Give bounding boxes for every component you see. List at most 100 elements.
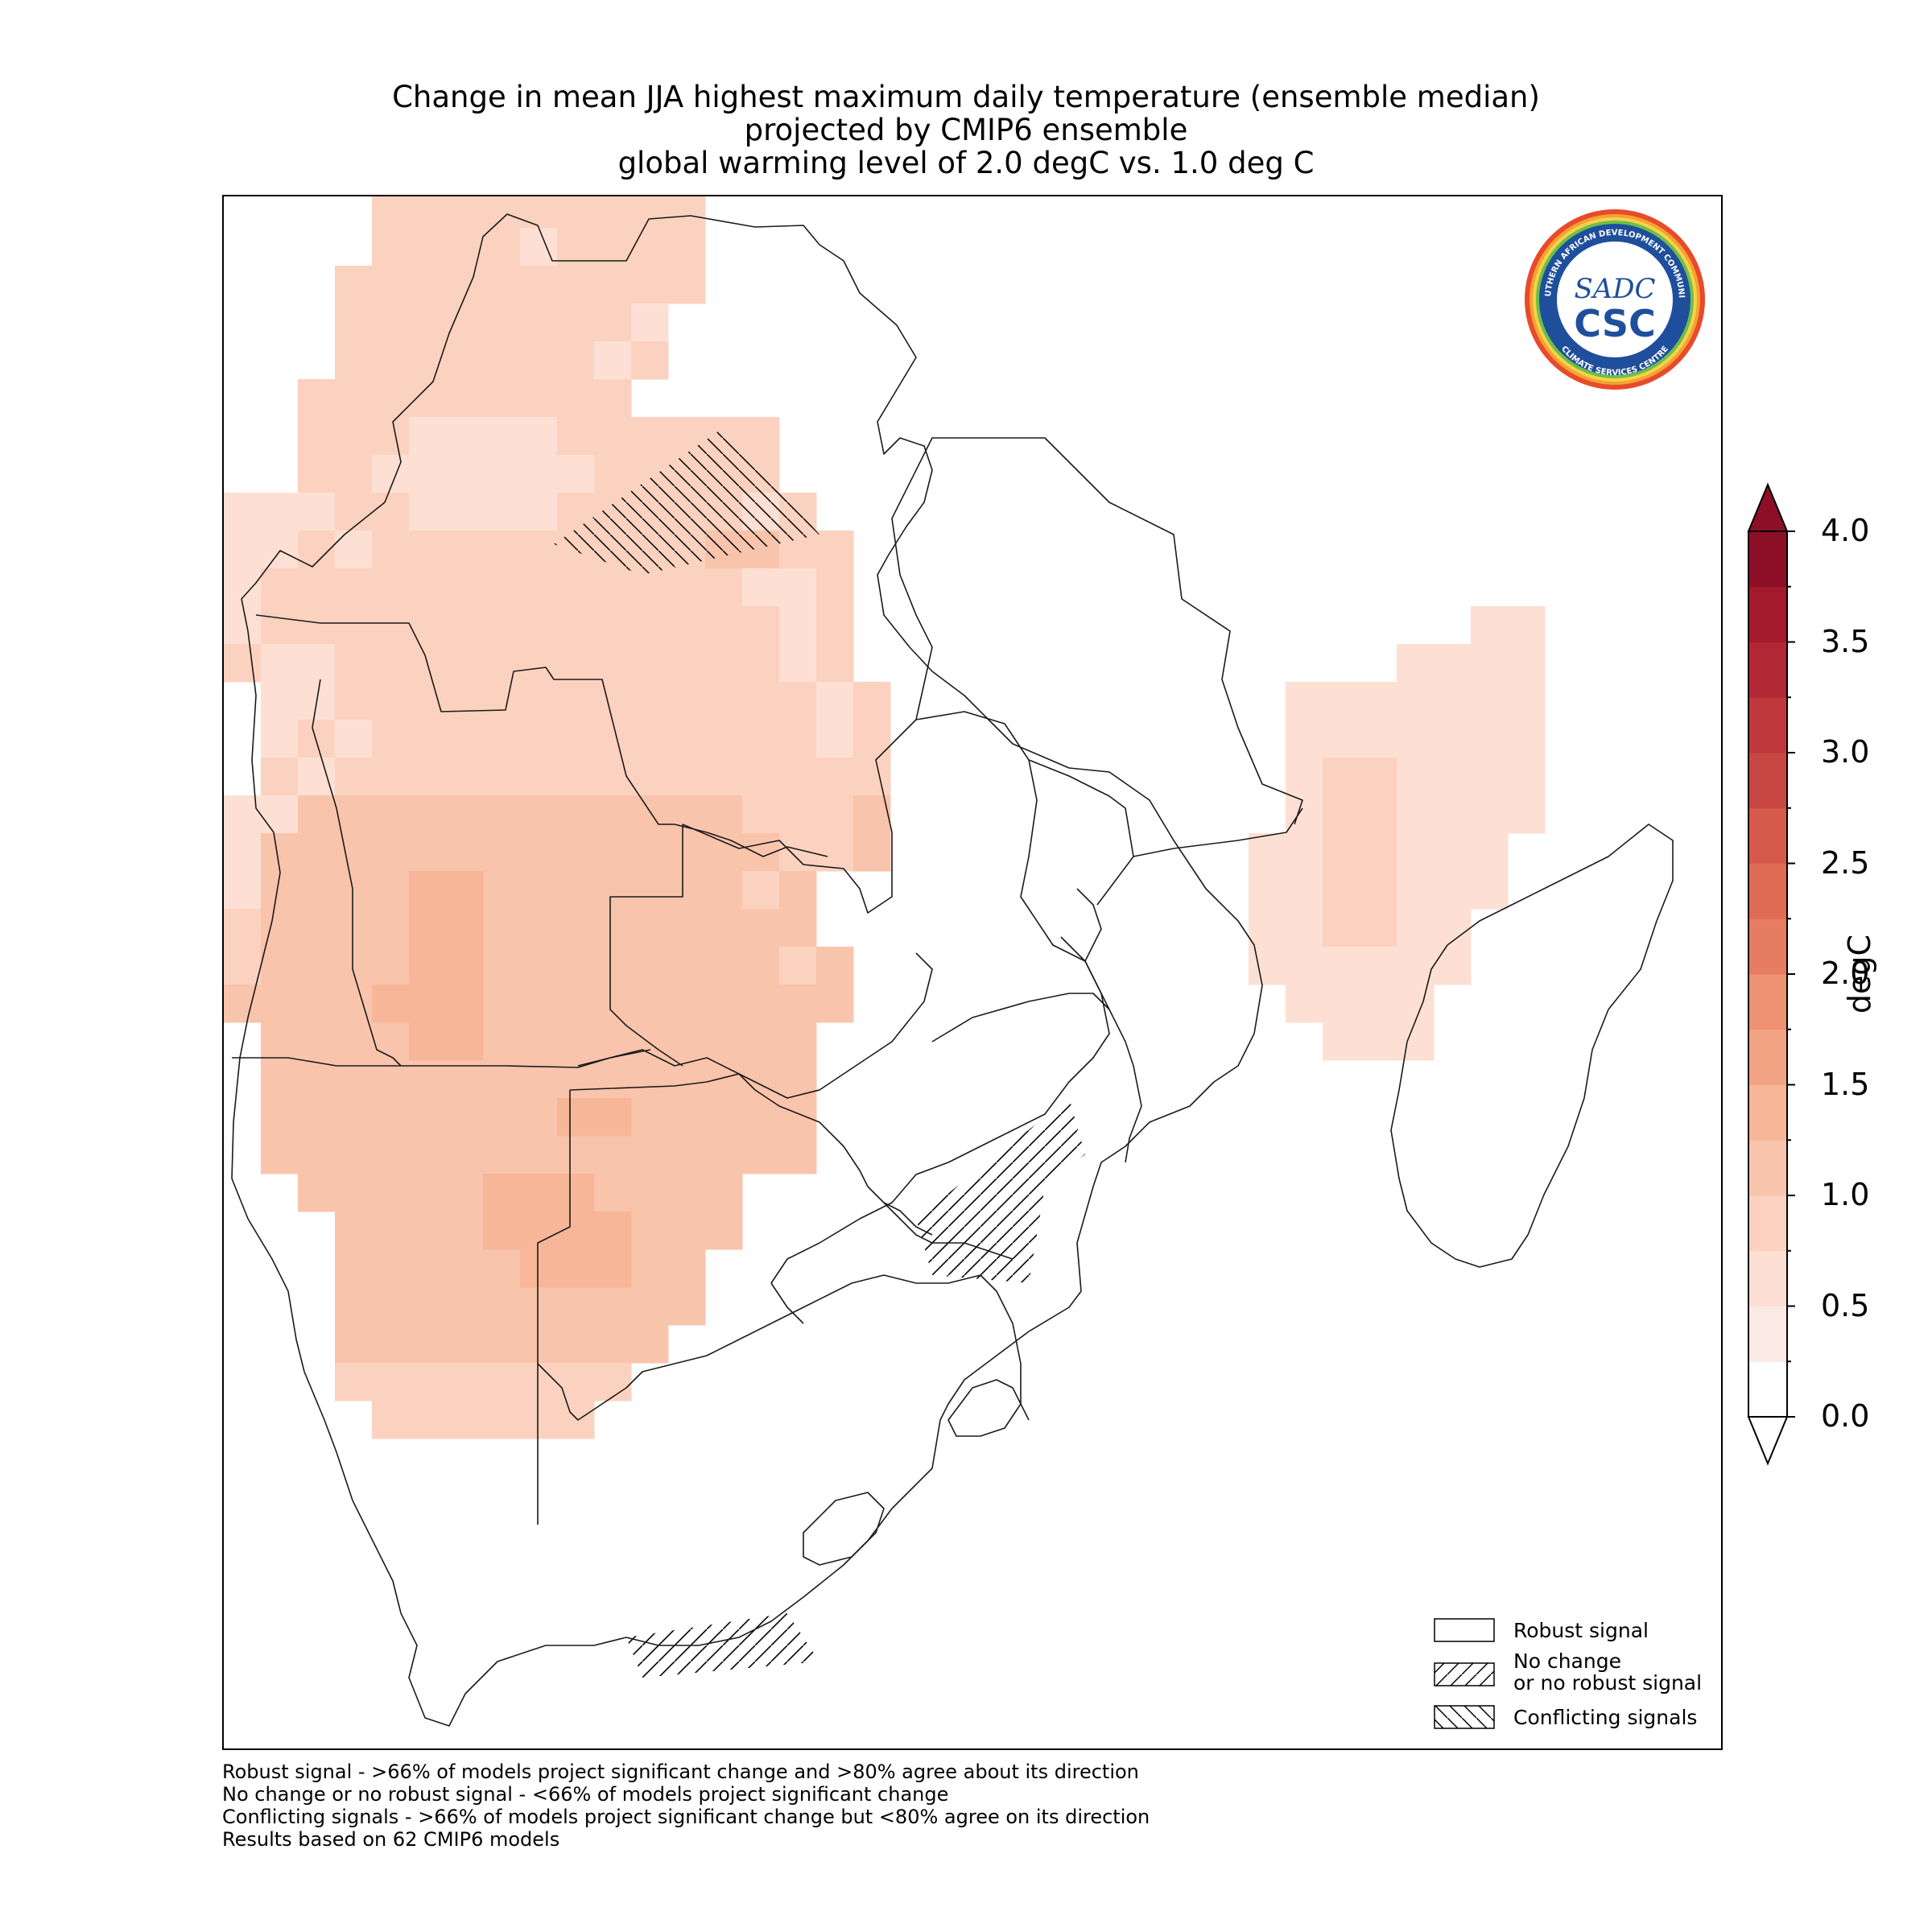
legend-no-change-swatch <box>1434 1662 1495 1686</box>
colorbar-bin <box>1748 753 1787 809</box>
grid-cell <box>520 1136 558 1174</box>
grid-cell <box>372 833 410 872</box>
grid-cell <box>335 530 373 569</box>
colorbar <box>1747 482 1795 1466</box>
grid-cell-madagascar <box>1434 758 1472 796</box>
grid-cell <box>224 606 262 645</box>
grid-cell <box>372 341 410 380</box>
grid-cell <box>409 1174 447 1212</box>
legend-conflicting-label: Conflicting signals <box>1513 1706 1698 1729</box>
grid-cell <box>335 493 373 531</box>
grid-cell-warm <box>594 1098 632 1137</box>
grid-cell <box>224 909 262 947</box>
grid-cell <box>446 606 484 645</box>
map-title-line-1: Change in mean JJA highest maximum daily… <box>392 80 1540 114</box>
grid-cell <box>594 720 632 758</box>
colorbar-bin <box>1748 697 1787 753</box>
grid-cell <box>335 682 373 720</box>
grid-cell <box>520 455 558 493</box>
grid-cell-warm <box>557 1098 595 1137</box>
grid-cell <box>298 909 336 947</box>
grid-cell <box>372 1287 410 1326</box>
grid-cell <box>816 606 854 645</box>
grid-cell <box>298 379 336 418</box>
grid-cell <box>520 196 558 229</box>
grid-cell <box>409 493 447 531</box>
grid-cell <box>631 985 669 1023</box>
grid-cell <box>372 1022 410 1061</box>
grid-cell <box>594 1325 632 1364</box>
grid-cell <box>335 871 373 910</box>
grid-cell <box>520 1287 558 1326</box>
grid-cell-madagascar <box>1323 947 1360 985</box>
grid-cell <box>668 1136 706 1174</box>
grid-cell <box>483 606 521 645</box>
grid-cell <box>520 266 558 304</box>
grid-cell-madagascar <box>1360 720 1397 758</box>
grid-cell <box>298 1136 336 1174</box>
grid-cell <box>631 1022 669 1061</box>
grid-cell <box>520 1022 558 1061</box>
grid-cell-madagascar <box>1508 795 1546 834</box>
grid-cell <box>779 720 817 758</box>
grid-cell <box>594 795 632 834</box>
grid-cell <box>409 1136 447 1174</box>
grid-cell <box>261 947 299 985</box>
grid-cell <box>631 947 669 985</box>
grid-cell <box>594 1136 632 1174</box>
grid-cell <box>483 455 521 493</box>
grid-cell <box>372 1363 410 1402</box>
grid-cell <box>668 1022 706 1061</box>
grid-cell <box>742 1060 780 1099</box>
grid-cell-madagascar <box>1249 833 1286 872</box>
grid-cell <box>631 1136 669 1174</box>
grid-cell <box>298 1022 336 1061</box>
legend-no-change-label-1: No change <box>1513 1649 1621 1673</box>
grid-cell <box>557 1287 595 1326</box>
grid-cell <box>705 758 743 796</box>
grid-cell <box>557 985 595 1023</box>
grid-cell <box>594 1363 632 1402</box>
grid-cell <box>261 568 299 607</box>
grid-cell <box>631 1060 669 1099</box>
colorbar-tick-label: 0.0 <box>1821 1398 1870 1434</box>
grid-cell <box>446 682 484 720</box>
grid-cell <box>631 909 669 947</box>
grid-cell <box>631 1325 669 1364</box>
grid-cell <box>335 909 373 947</box>
grid-cell-madagascar <box>1471 758 1509 796</box>
colorbar-bin <box>1748 642 1787 698</box>
grid-cell <box>261 493 299 531</box>
grid-cell <box>594 871 632 910</box>
grid-cell <box>409 606 447 645</box>
grid-cell <box>372 568 410 607</box>
grid-cell <box>520 606 558 645</box>
grid-cell-madagascar <box>1360 909 1397 947</box>
grid-cell <box>372 871 410 910</box>
colorbar-bin <box>1748 1250 1787 1307</box>
grid-cell-warm <box>409 947 447 985</box>
grid-cell <box>816 985 854 1023</box>
grid-cell <box>816 795 854 834</box>
grid-cell <box>483 1401 521 1439</box>
grid-cell <box>335 833 373 872</box>
grid-cell <box>668 1249 706 1288</box>
grid-cell <box>742 568 780 607</box>
grid-cell-warm <box>594 1212 632 1250</box>
grid-cell-madagascar <box>1471 871 1509 910</box>
grid-cell-madagascar <box>1471 795 1509 834</box>
grid-cell <box>779 985 817 1023</box>
grid-cell <box>224 644 262 683</box>
grid-cell <box>520 758 558 796</box>
colorbar-tick-label: 3.0 <box>1821 734 1870 770</box>
grid-cell-madagascar <box>1471 682 1509 720</box>
grid-cell <box>298 493 336 531</box>
grid-cell <box>668 644 706 683</box>
grid-cell <box>631 644 669 683</box>
grid-cell <box>705 644 743 683</box>
grid-cell <box>335 1060 373 1099</box>
grid-cell <box>594 379 632 418</box>
grid-cell <box>372 1401 410 1439</box>
grid-cell <box>261 1098 299 1137</box>
grid-cell <box>335 720 373 758</box>
